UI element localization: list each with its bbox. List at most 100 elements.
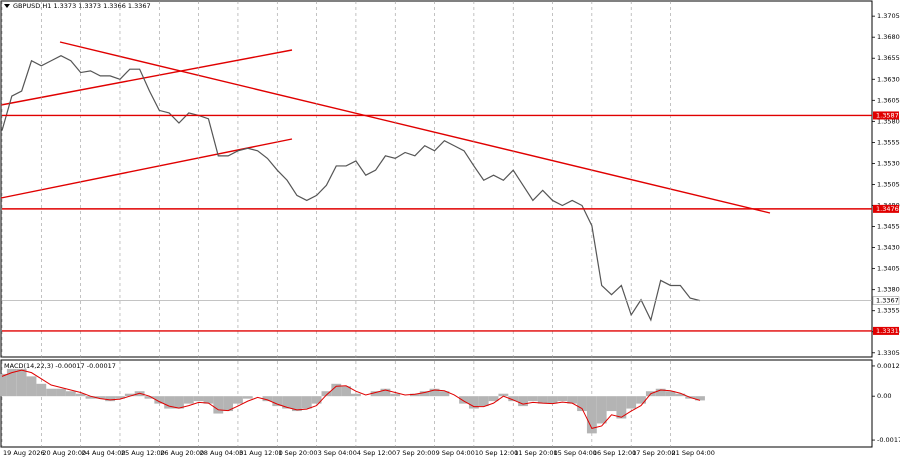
x-tick-label: 7 Sep 20:00 xyxy=(396,449,435,457)
macd-bar xyxy=(75,393,86,397)
macd-bar xyxy=(341,386,351,397)
y-tick-label: 1.3380 xyxy=(877,286,900,294)
macd-bar xyxy=(124,393,135,397)
macd-bar xyxy=(233,396,243,404)
x-tick-label: 11 Sep 20:00 xyxy=(514,449,557,457)
level-label: 1.3331 xyxy=(876,327,899,335)
current-price-box xyxy=(872,296,900,305)
macd-bar xyxy=(203,396,214,404)
y-tick-label: 1.3705 xyxy=(877,12,900,20)
macd-bar xyxy=(301,396,312,409)
x-tick-label: 15 Sep 04:00 xyxy=(554,449,597,457)
macd-bar xyxy=(351,393,361,397)
macd-bar xyxy=(527,396,538,402)
x-tick-label: 21 Sep 04:00 xyxy=(672,449,715,457)
macd-bar xyxy=(223,396,234,412)
x-tick-label: 9 Sep 04:00 xyxy=(436,449,475,457)
macd-bar xyxy=(478,396,489,407)
trend-line xyxy=(59,41,771,214)
x-tick-label: 26 Aug 20:00 xyxy=(160,449,204,457)
macd-bar xyxy=(547,396,558,404)
x-tick-label: 24 Aug 04:00 xyxy=(82,449,126,457)
macd-bar xyxy=(596,396,607,424)
macd-bar xyxy=(213,396,224,414)
macd-bar xyxy=(370,391,381,397)
macd-bar xyxy=(193,396,204,402)
macd-bar xyxy=(439,391,450,397)
macd-bar xyxy=(488,396,499,402)
x-tick-label: 4 Sep 12:00 xyxy=(357,449,396,457)
macd-bar xyxy=(292,396,302,412)
macd-bar xyxy=(498,393,509,397)
y-tick-label: 1.3505 xyxy=(877,180,900,188)
y-tick-label: 1.3580 xyxy=(877,117,900,125)
macd-bar xyxy=(174,396,184,409)
macd-bar xyxy=(675,393,686,397)
signal-line xyxy=(1,369,701,429)
y-tick-label: 1.3655 xyxy=(877,54,900,62)
macd-bar xyxy=(56,388,66,397)
macd-bar xyxy=(655,388,666,397)
price-line xyxy=(1,55,701,322)
macd-panel-frame xyxy=(0,359,873,448)
macd-bar xyxy=(105,396,116,402)
y-tick-label: 1.3305 xyxy=(877,349,900,357)
macd-bar xyxy=(665,391,676,397)
macd-bar xyxy=(26,376,37,397)
macd-bar xyxy=(606,396,617,412)
macd-bar xyxy=(577,396,587,412)
macd-bar xyxy=(311,396,322,404)
price-title: GBPUSD,H1 1.3373 1.3373 1.3366 1.3367 xyxy=(13,2,151,10)
x-tick-label: 1 Sep 20:00 xyxy=(278,449,317,457)
macd-bar xyxy=(380,388,391,397)
macd-bar xyxy=(409,393,420,397)
x-tick-label: 31 Aug 12:00 xyxy=(239,449,283,457)
macd-title: MACD(14,22,3) -0.00017 -0.00017 xyxy=(4,362,116,370)
macd-bar xyxy=(321,391,332,397)
macd-bar xyxy=(626,396,637,409)
macd-bar xyxy=(36,383,47,397)
y-tick-label: 1.3680 xyxy=(877,33,900,41)
macd-bar xyxy=(636,396,646,404)
macd-bar xyxy=(115,396,125,399)
x-tick-label: 25 Aug 12:00 xyxy=(121,449,165,457)
trend-line xyxy=(0,49,293,106)
macd-bar xyxy=(537,396,548,404)
y-tick-label: 1.3530 xyxy=(877,159,900,167)
y-tick-label: -0.00177 xyxy=(877,436,900,444)
y-tick-label: 1.3405 xyxy=(877,265,900,273)
macd-bar xyxy=(183,396,194,404)
macd-bar xyxy=(46,388,57,397)
y-tick-label: 1.3455 xyxy=(877,223,900,231)
macd-bar xyxy=(154,396,165,404)
macd-bar xyxy=(557,396,568,402)
macd-bar xyxy=(419,391,430,397)
macd-bar xyxy=(85,396,96,399)
macd-bar xyxy=(567,396,578,404)
macd-bar xyxy=(0,373,7,397)
level-label: 1.3476 xyxy=(876,205,899,213)
x-tick-label: 10 Sep 12:00 xyxy=(475,449,518,457)
x-tick-label: 16 Sep 12:00 xyxy=(593,449,636,457)
macd-bar xyxy=(508,396,519,402)
y-tick-label: 1.3355 xyxy=(877,307,900,315)
current-price-label: 1.3367 xyxy=(876,297,899,305)
x-tick-label: 28 Aug 04:00 xyxy=(200,449,244,457)
level-box xyxy=(873,111,899,120)
macd-bar xyxy=(164,396,175,409)
macd-bar xyxy=(390,393,401,397)
y-tick-label: 1.3555 xyxy=(877,138,900,146)
macd-bar xyxy=(459,396,469,404)
x-tick-label: 17 Sep 20:00 xyxy=(632,449,675,457)
macd-bar xyxy=(616,396,627,419)
macd-bar xyxy=(144,396,155,399)
macd-bar xyxy=(262,396,273,402)
level-box xyxy=(873,326,899,335)
menu-arrow xyxy=(4,4,10,8)
x-tick-label: 19 Aug 2026 xyxy=(3,449,45,457)
price-panel-frame xyxy=(0,0,873,358)
y-tick-label: 0.00 xyxy=(877,392,891,400)
level-label: 1.3587 xyxy=(876,111,899,119)
x-tick-label: 20 Aug 20:00 xyxy=(42,449,86,457)
